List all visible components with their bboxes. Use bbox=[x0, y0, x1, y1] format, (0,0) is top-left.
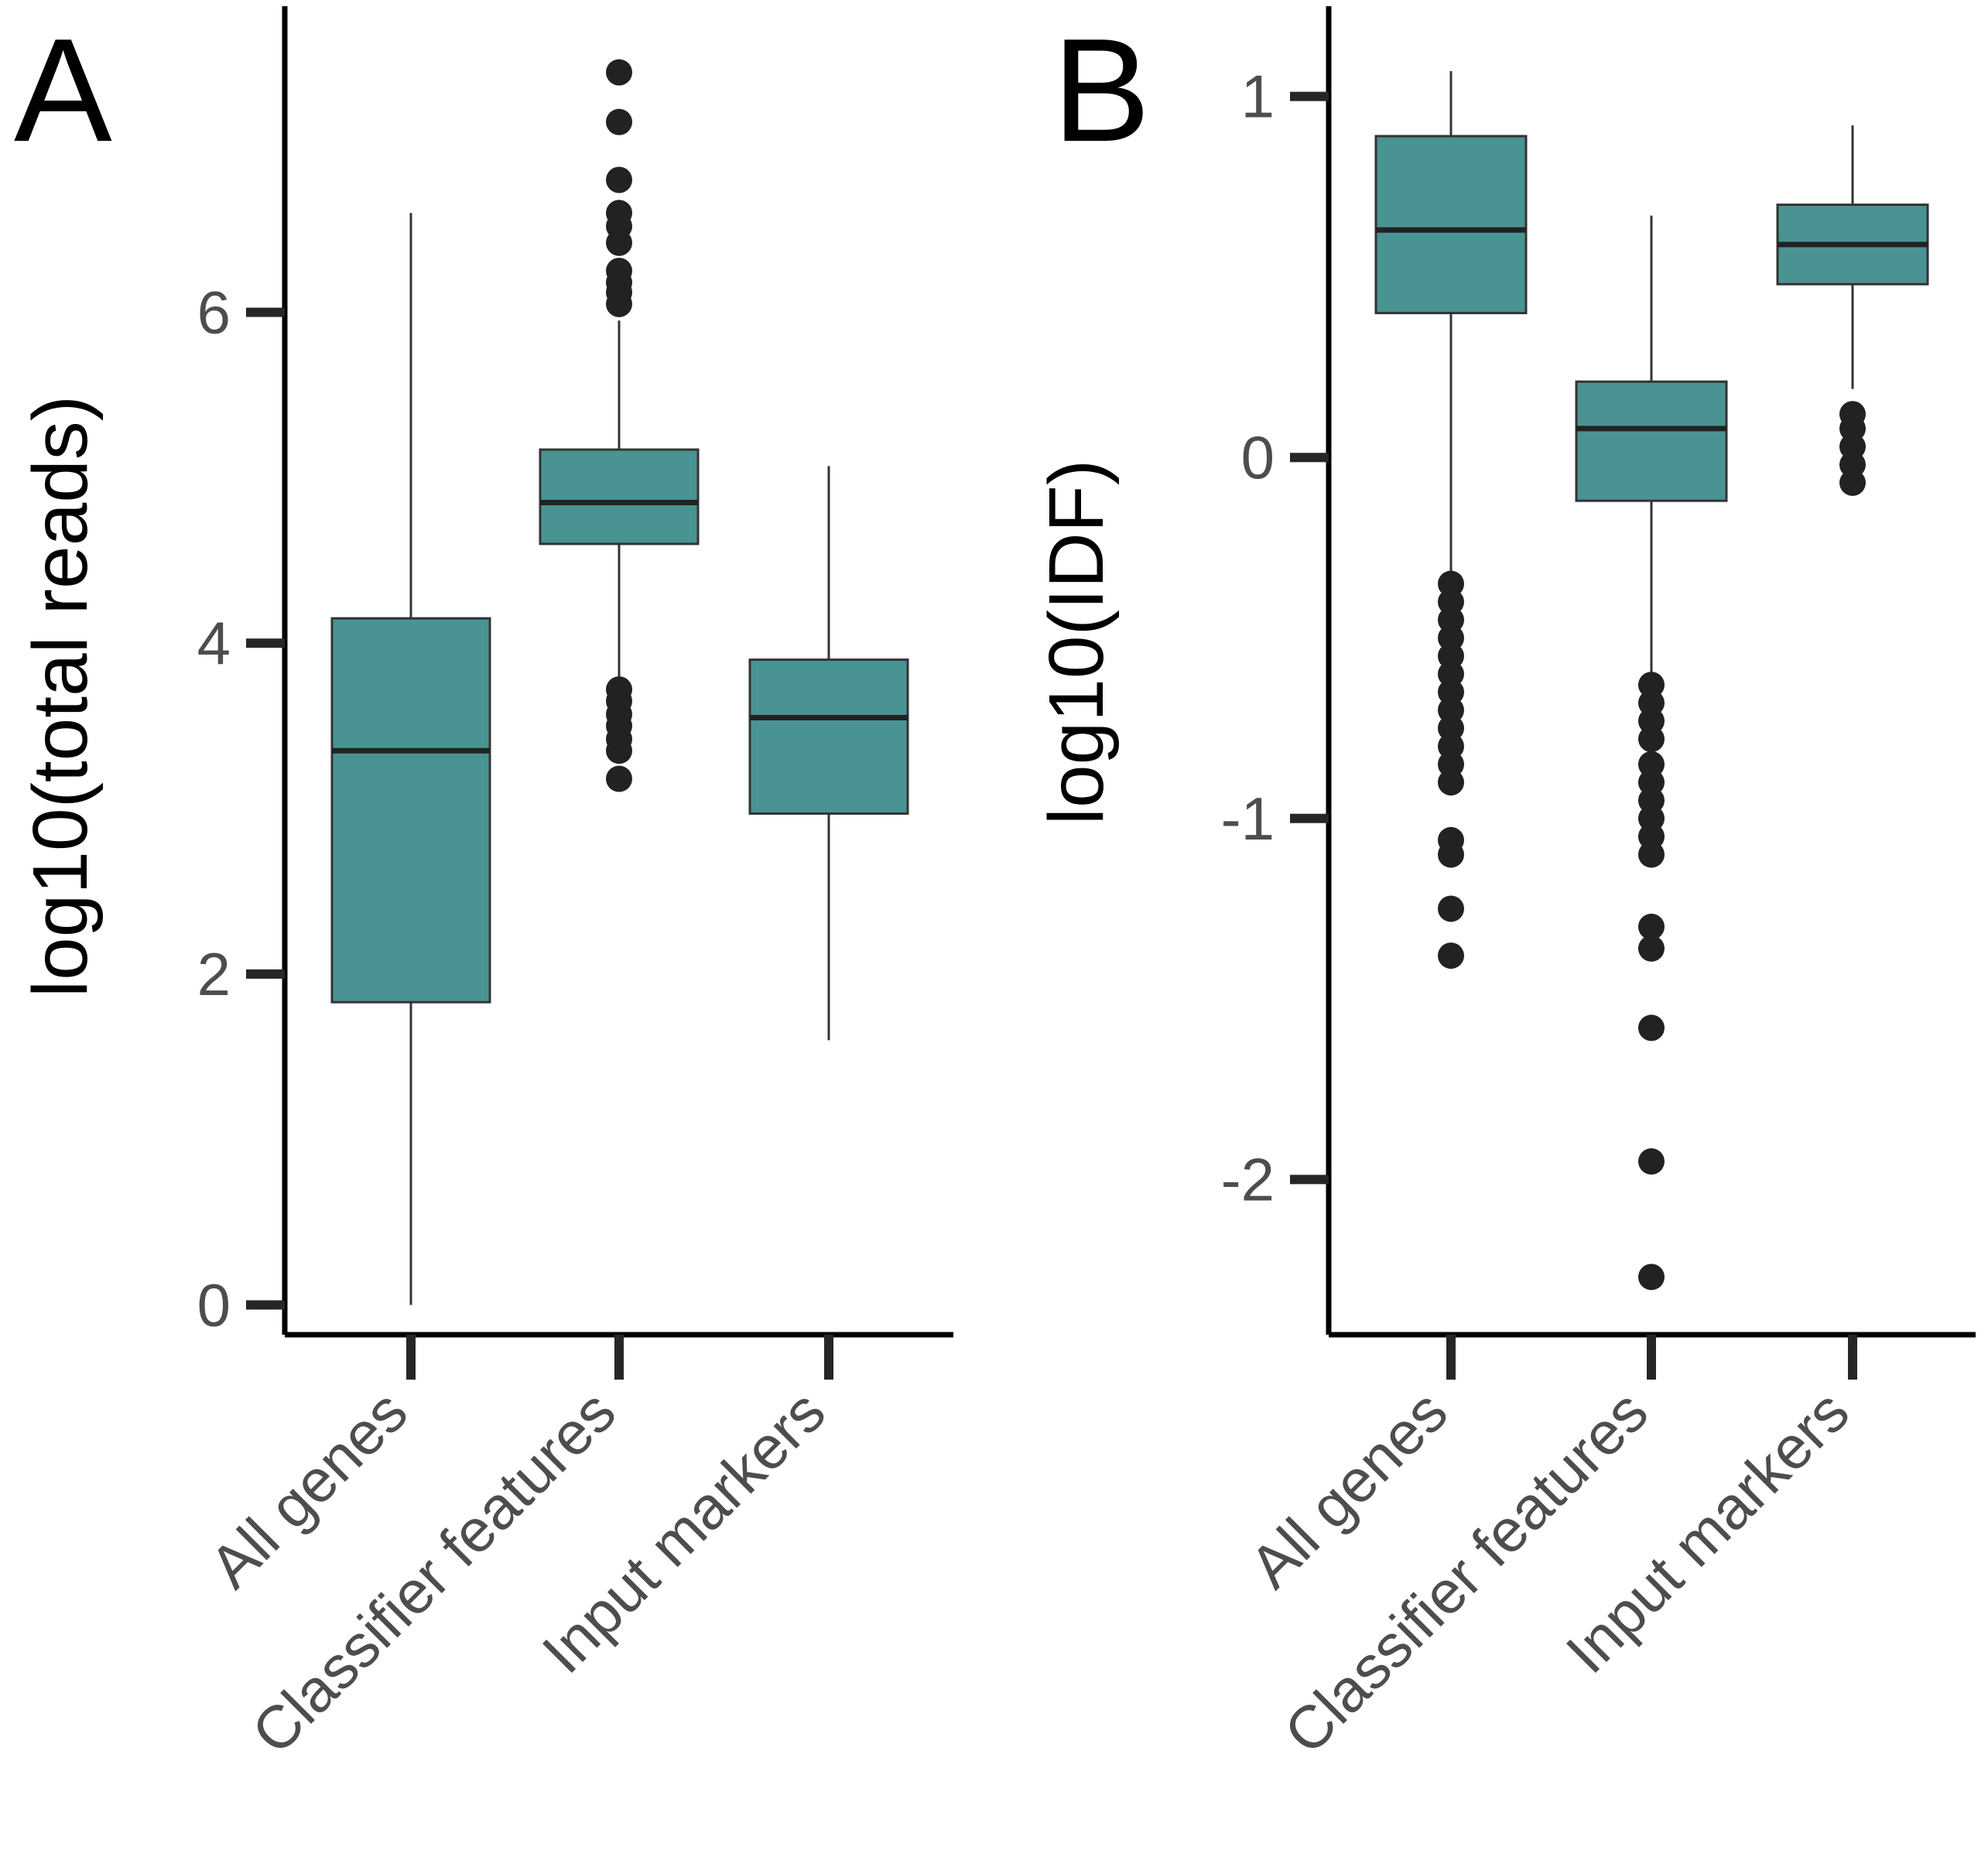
x-tick-label: Classifier features bbox=[1271, 1377, 1661, 1767]
outlier-point bbox=[1839, 415, 1866, 442]
x-tick-label: Classifier features bbox=[238, 1377, 628, 1767]
outlier-point bbox=[1638, 1148, 1665, 1175]
outlier-point bbox=[1438, 841, 1464, 868]
y-tick-label: -2 bbox=[1221, 1145, 1275, 1213]
outlier-point bbox=[1438, 679, 1464, 706]
outlier-point bbox=[606, 108, 632, 135]
outlier-point bbox=[1438, 715, 1464, 742]
outlier-point bbox=[1839, 451, 1866, 478]
iqr-box bbox=[330, 617, 491, 1004]
outlier-point bbox=[1438, 696, 1464, 723]
iqr-box bbox=[1374, 135, 1528, 315]
outlier-point bbox=[1638, 1014, 1665, 1041]
y-tick-label: 6 bbox=[197, 279, 231, 347]
outlier-point bbox=[1438, 895, 1464, 922]
outlier-point bbox=[1638, 787, 1665, 814]
outlier-point bbox=[1438, 751, 1464, 778]
y-axis-title: log10(IDF) bbox=[1033, 460, 1120, 825]
outlier-point bbox=[606, 765, 632, 792]
x-tick-label: All genes bbox=[197, 1377, 420, 1601]
outlier-point bbox=[1438, 624, 1464, 651]
outlier-point bbox=[1638, 823, 1665, 850]
outlier-point bbox=[1638, 726, 1665, 753]
outlier-point bbox=[1438, 661, 1464, 688]
y-tick-label: 0 bbox=[1241, 423, 1275, 491]
outlier-point bbox=[1438, 570, 1464, 597]
iqr-box bbox=[748, 658, 909, 815]
outlier-point bbox=[1438, 607, 1464, 634]
outlier-point bbox=[1839, 433, 1866, 460]
panel-label: A bbox=[14, 9, 112, 173]
outlier-point bbox=[1638, 935, 1665, 962]
outlier-point bbox=[1438, 642, 1464, 669]
outlier-point bbox=[1638, 672, 1665, 699]
iqr-box bbox=[539, 448, 700, 545]
outlier-point bbox=[1438, 733, 1464, 760]
outlier-point bbox=[1638, 689, 1665, 716]
outlier-point bbox=[1638, 913, 1665, 940]
panel-label: B bbox=[1052, 9, 1151, 173]
outlier-point bbox=[606, 290, 632, 317]
outlier-point bbox=[1638, 805, 1665, 832]
outlier-point bbox=[1638, 707, 1665, 734]
y-axis-title: log10(total reads) bbox=[17, 395, 104, 997]
outlier-point bbox=[1638, 841, 1665, 868]
outlier-point bbox=[1638, 751, 1665, 778]
y-tick-label: 2 bbox=[197, 940, 231, 1008]
outlier-point bbox=[1438, 588, 1464, 615]
y-tick-label: 1 bbox=[1241, 63, 1275, 131]
outlier-point bbox=[1638, 1264, 1665, 1291]
outlier-point bbox=[606, 737, 632, 764]
iqr-box bbox=[1575, 380, 1728, 502]
outlier-point bbox=[1438, 942, 1464, 970]
y-tick-label: 4 bbox=[197, 609, 231, 677]
outlier-point bbox=[1438, 769, 1464, 796]
y-tick-label: 0 bbox=[197, 1271, 231, 1339]
outlier-point bbox=[606, 59, 632, 86]
outlier-point bbox=[1839, 469, 1866, 496]
outlier-point bbox=[606, 229, 632, 256]
outlier-point bbox=[1638, 769, 1665, 796]
y-tick-label: -1 bbox=[1221, 785, 1275, 853]
outlier-point bbox=[606, 166, 632, 193]
